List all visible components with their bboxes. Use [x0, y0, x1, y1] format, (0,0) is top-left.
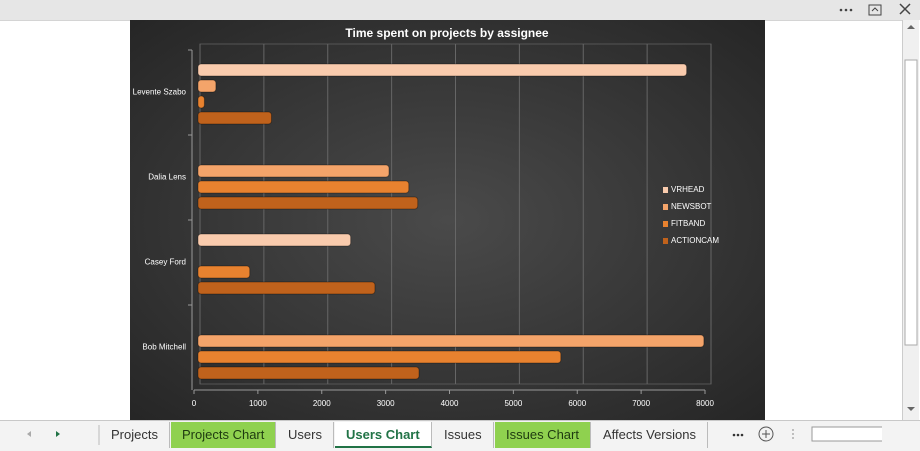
- y-tick-label: Levente Szabo: [133, 88, 187, 97]
- x-tick-label: 8000: [696, 399, 714, 408]
- bar: [197, 196, 419, 210]
- bar: [197, 180, 410, 194]
- window-icons: [839, 3, 911, 16]
- bar: [197, 233, 352, 247]
- tab-tools[interactable]: [722, 421, 882, 449]
- tab-nav[interactable]: [0, 421, 100, 449]
- legend-label: ACTIONCAM: [671, 236, 719, 245]
- bar: [197, 63, 688, 77]
- bar: [197, 95, 205, 109]
- x-tick-label: 0: [192, 399, 197, 408]
- sheet-tab[interactable]: Projects Chart: [171, 422, 277, 448]
- sheet-tab[interactable]: Issues Chart: [495, 422, 591, 448]
- legend-swatch: [663, 187, 668, 193]
- chart-title: Time spent on projects by assignee: [345, 26, 549, 40]
- legend-swatch: [663, 238, 668, 244]
- sheet-tab[interactable]: Users: [277, 422, 334, 448]
- sheet-tab[interactable]: Affects Versions: [592, 422, 708, 448]
- bar: [197, 265, 251, 279]
- bar: [197, 79, 217, 93]
- x-tick-label: 2000: [313, 399, 331, 408]
- x-tick-label: 1000: [249, 399, 267, 408]
- chart: Time spent on projects by assignee 0 1000…: [130, 20, 765, 420]
- vertical-scrollbar[interactable]: [902, 20, 919, 420]
- y-tick-label: Casey Ford: [145, 258, 186, 267]
- y-tick-label: Bob Mitchell: [142, 343, 186, 352]
- legend-swatch: [663, 221, 668, 227]
- sheet-tab[interactable]: Users Chart: [335, 422, 432, 448]
- bar: [197, 366, 420, 380]
- x-tick-label: 4000: [441, 399, 459, 408]
- bar: [197, 334, 705, 348]
- sheet-tab[interactable]: Issues: [433, 422, 494, 448]
- x-tick-label: 5000: [504, 399, 522, 408]
- title-bar: [0, 0, 920, 20]
- scroll-icons: [904, 25, 918, 411]
- x-tick-label: 3000: [377, 399, 395, 408]
- bar: [197, 111, 272, 125]
- x-tick-label: 7000: [632, 399, 650, 408]
- legend-label: VRHEAD: [671, 185, 705, 194]
- bar: [197, 281, 376, 295]
- x-tick-label: 6000: [568, 399, 586, 408]
- sheet-tab[interactable]: Projects: [100, 422, 170, 448]
- legend-label: FITBAND: [671, 219, 705, 228]
- legend-swatch: [663, 204, 668, 210]
- legend-label: NEWSBOT: [671, 202, 712, 211]
- bar: [197, 350, 562, 364]
- y-tick-label: Dalia Lens: [148, 173, 186, 182]
- bar: [197, 164, 390, 178]
- sheet-tabs: Projects Projects Chart Users Users Chart Is…: [0, 420, 920, 451]
